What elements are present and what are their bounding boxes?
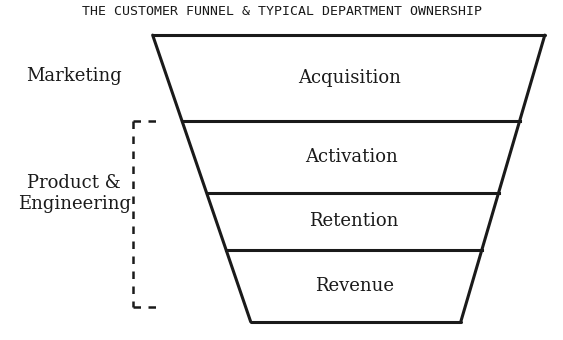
Text: Revenue: Revenue [315,277,394,295]
Text: Activation: Activation [305,148,398,166]
Text: Retention: Retention [309,212,398,231]
Text: Marketing: Marketing [26,67,122,85]
Text: Acquisition: Acquisition [298,69,401,87]
Text: THE CUSTOMER FUNNEL & TYPICAL DEPARTMENT OWNERSHIP: THE CUSTOMER FUNNEL & TYPICAL DEPARTMENT… [82,5,481,18]
Text: Product &
Engineering: Product & Engineering [17,174,131,213]
